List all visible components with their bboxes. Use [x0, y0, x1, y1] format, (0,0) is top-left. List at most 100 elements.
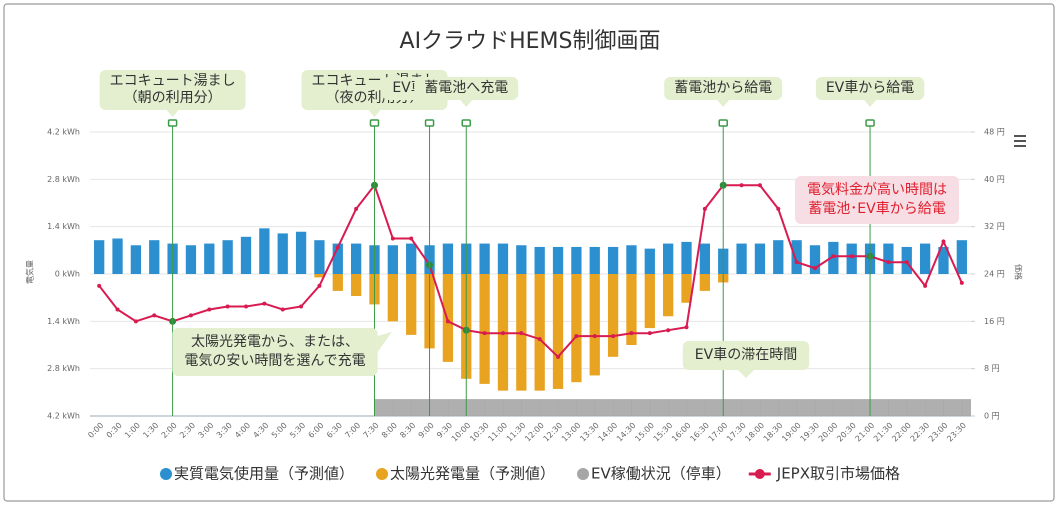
price-point	[886, 260, 891, 265]
y-tick-label: 0 kWh	[55, 270, 80, 279]
bar	[791, 240, 802, 274]
price-point	[684, 325, 689, 330]
bar	[956, 240, 967, 274]
price-point	[519, 331, 524, 336]
ev-band	[374, 399, 394, 416]
callout-pointer	[460, 100, 473, 107]
bar	[846, 243, 857, 274]
price-point	[776, 206, 781, 211]
note-box	[682, 341, 810, 370]
legend-item: 実質電気使用量（予測値）	[160, 465, 354, 483]
bar	[699, 243, 711, 274]
legend-swatch	[577, 468, 590, 480]
bar	[681, 241, 692, 274]
ev-band	[576, 399, 596, 416]
note-box	[795, 176, 959, 224]
price-point	[152, 313, 157, 318]
callout-pointer	[423, 100, 436, 107]
y2-axis-label: 価格	[1014, 264, 1024, 280]
callout-text: 蓄電池へ充電	[424, 80, 508, 96]
y-tick-label: 1.4 kWh	[47, 317, 80, 326]
bar	[663, 243, 674, 274]
ev-band	[741, 399, 761, 416]
price-point	[941, 239, 946, 244]
ev-band	[447, 399, 467, 416]
ev-band	[429, 399, 449, 416]
ev-band	[411, 399, 431, 416]
bar	[497, 243, 509, 274]
ev-band	[870, 399, 889, 416]
price-point	[445, 319, 450, 324]
bar	[314, 274, 325, 278]
legend-item: 太陽光発電量（予測値）	[376, 465, 555, 483]
price-point	[299, 304, 304, 309]
bar	[185, 245, 197, 274]
ev-band	[778, 399, 798, 416]
ev-band	[392, 399, 412, 416]
price-point	[115, 307, 120, 312]
price-point	[244, 304, 249, 309]
bar	[406, 274, 417, 335]
menu-icon[interactable]	[1014, 135, 1026, 147]
bar	[314, 240, 325, 274]
bar	[938, 246, 949, 274]
ev-band	[925, 399, 944, 416]
price-point	[556, 354, 561, 359]
y-axis-label: 電気量	[25, 260, 35, 284]
price-point	[629, 331, 634, 336]
ev-band	[631, 399, 651, 416]
price-point	[225, 304, 230, 309]
ev-band	[613, 399, 632, 416]
note-text: 電気料金が高い時間は	[807, 181, 947, 198]
price-point	[335, 245, 340, 250]
price-point	[537, 337, 542, 342]
legend-label: EV稼働状況（停車）	[591, 465, 731, 483]
y2-tick-label: 24 円	[984, 270, 1005, 279]
bar	[589, 274, 600, 376]
price-point	[794, 260, 799, 265]
note-box	[172, 328, 378, 376]
event-callout: 蓄電池から給電	[664, 77, 783, 107]
bar	[626, 274, 637, 345]
price-point	[133, 319, 138, 324]
note-pointer	[377, 332, 392, 352]
price-point	[317, 283, 322, 288]
price-point	[647, 331, 652, 336]
price-point	[482, 331, 487, 336]
ev-band	[814, 399, 834, 416]
price-point	[812, 266, 817, 271]
bar	[387, 274, 398, 322]
bar	[240, 236, 252, 274]
bar	[442, 274, 454, 362]
price-point	[574, 334, 579, 339]
bar	[406, 243, 417, 274]
bar	[350, 243, 362, 274]
bar	[387, 245, 398, 274]
y2-tick-label: 40 円	[984, 175, 1005, 184]
bar	[204, 243, 215, 274]
ev-band	[943, 399, 963, 416]
event-icon	[167, 119, 178, 127]
bar	[112, 238, 123, 274]
bar	[332, 243, 343, 274]
bar	[699, 274, 711, 291]
bar	[516, 245, 527, 274]
event-icon	[424, 119, 435, 127]
ev-band	[649, 399, 669, 416]
bar	[589, 246, 600, 274]
price-point	[959, 280, 964, 285]
callout-text: エコキュート湯まし	[110, 72, 236, 89]
bar	[534, 246, 545, 274]
bar	[94, 240, 105, 274]
price-line	[98, 183, 963, 359]
callout-pointer	[166, 110, 179, 117]
price-point	[702, 206, 707, 211]
y-tick-label: 4.2 kWh	[47, 128, 80, 137]
legend-swatch	[754, 469, 765, 479]
callout-box	[99, 70, 246, 110]
callout-pointer	[368, 110, 381, 117]
y-tick-label: 4.2 kWh	[47, 412, 80, 421]
y2-tick-label: 32 円	[984, 222, 1005, 231]
